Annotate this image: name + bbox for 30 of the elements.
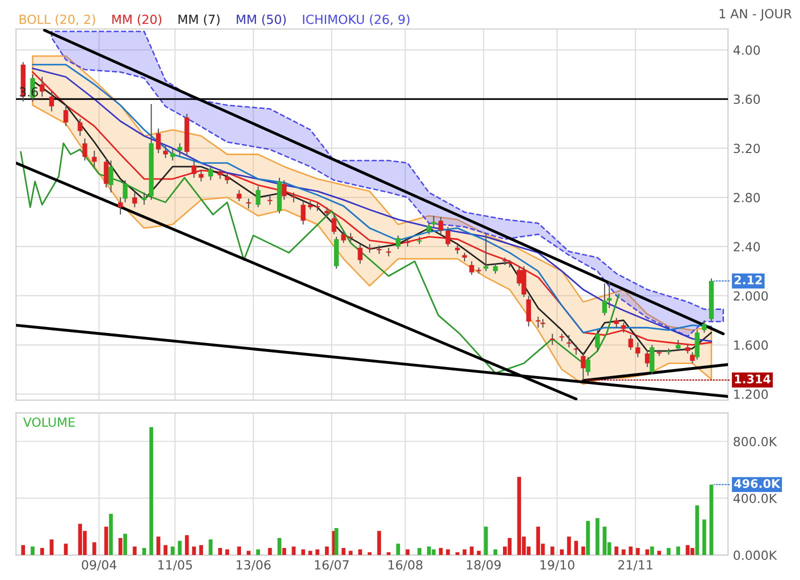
annotation: 496.0K (734, 479, 781, 488)
y-tick-label: 0.000K (734, 550, 778, 560)
x-tick-label: 18/09 (466, 560, 501, 571)
x-tick-label: 16/08 (388, 560, 422, 571)
x-tick-label: 13/06 (236, 560, 271, 571)
y-tick-label: 400.0K (733, 494, 778, 504)
y-tick-label: 3.60 (734, 94, 760, 104)
legend-label: ICHIMOKU (26, 9) (303, 14, 410, 26)
x-tick-label: 11/05 (158, 560, 192, 571)
y-tick-label: 2.40 (734, 242, 760, 252)
text: MM (20) (112, 14, 162, 26)
y-tick-label: 4.00 (733, 45, 760, 55)
x-tick-label: 16/07 (315, 560, 349, 571)
legend-label: BOLL (20, 2) (20, 14, 96, 26)
y-tick-label: 3.20 (734, 144, 760, 154)
annotation: 1.314 (735, 374, 770, 384)
ref-line-label: 3.6 (20, 87, 38, 97)
y-tick-label: 1.600 (734, 340, 768, 350)
chart-title: VOLUME (23, 417, 75, 427)
y-tick-label: 2.80 (734, 192, 760, 202)
text: MM (50) (236, 14, 286, 26)
x-tick-label: 21/11 (618, 560, 652, 571)
x-tick-label: 19/10 (540, 560, 574, 571)
y-tick-label: 800.0K (734, 436, 778, 446)
y-tick-label: 1.200 (734, 390, 768, 399)
x-tick-label: 09/04 (82, 560, 116, 571)
annotation: 2.12 (734, 275, 762, 284)
text: MM (7) (178, 14, 220, 26)
text: 1 AN - JOUR (720, 8, 792, 21)
y-tick-label: 2.000 (734, 291, 768, 301)
